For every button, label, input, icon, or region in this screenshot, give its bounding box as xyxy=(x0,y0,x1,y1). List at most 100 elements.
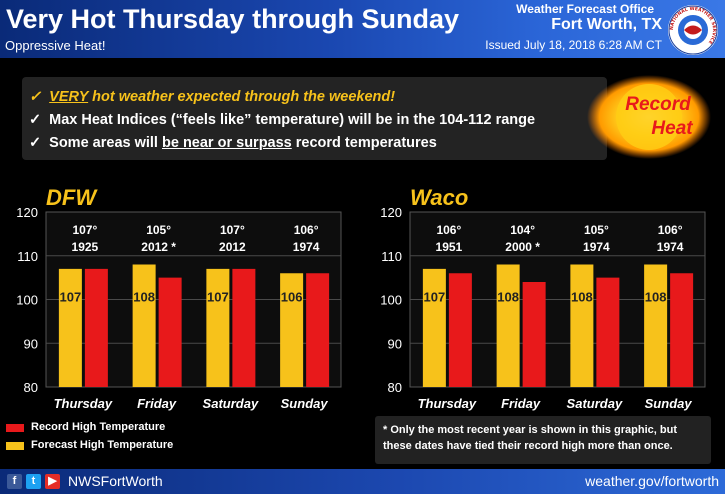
x-tick-label: Thursday xyxy=(54,396,113,411)
page-subtitle: Oppressive Heat! xyxy=(5,38,106,53)
facebook-icon[interactable]: f xyxy=(7,474,22,489)
header-banner: Very Hot Thursday through Sunday Oppress… xyxy=(0,0,725,58)
record-value-label: 105° xyxy=(146,223,171,237)
website-link[interactable]: weather.gov/fortworth xyxy=(585,473,719,489)
record-value-label: 107° xyxy=(220,223,245,237)
record-bar xyxy=(84,268,108,387)
record-bar xyxy=(232,268,256,387)
legend-swatch-forecast xyxy=(6,442,24,450)
legend-swatch-record xyxy=(6,424,24,432)
badge-line-2: Heat xyxy=(651,118,693,139)
record-year-label: 1974 xyxy=(583,240,610,254)
youtube-icon[interactable]: ▶ xyxy=(45,474,60,489)
forecast-bar xyxy=(58,268,82,387)
x-tick-label: Friday xyxy=(501,396,541,411)
key-messages-box: ✓ VERY hot weather expected through the w… xyxy=(22,77,607,160)
forecast-bar xyxy=(422,268,446,387)
office-city: Fort Worth, TX xyxy=(551,16,662,33)
forecast-value-label: 108 xyxy=(133,290,155,305)
forecast-value-label: 108 xyxy=(571,290,593,305)
forecast-bar xyxy=(570,264,594,387)
record-bar xyxy=(306,273,330,387)
y-tick-label: 100 xyxy=(16,293,38,308)
record-value-label: 104° xyxy=(510,223,535,237)
message-3-emphasis: be near or surpass xyxy=(162,135,292,151)
badge-line-1: Record xyxy=(625,94,691,115)
x-tick-label: Thursday xyxy=(418,396,477,411)
record-bar xyxy=(158,277,182,387)
record-value-label: 105° xyxy=(584,223,609,237)
forecast-bar xyxy=(644,264,668,387)
footer-banner: f t ▶ NWSFortWorth weather.gov/fortworth xyxy=(0,469,725,494)
forecast-bar xyxy=(206,268,230,387)
y-tick-label: 80 xyxy=(24,380,38,395)
message-3: ✓ Some areas will be near or surpass reco… xyxy=(29,135,437,151)
forecast-value-label: 107 xyxy=(424,290,446,305)
record-year-label: 2012 * xyxy=(141,240,176,254)
x-tick-label: Friday xyxy=(137,396,177,411)
dfw-chart-title: DFW xyxy=(46,185,97,210)
forecast-value-label: 107 xyxy=(207,290,229,305)
forecast-value-label: 108 xyxy=(645,290,667,305)
issued-timestamp: Issued July 18, 2018 6:28 AM CT xyxy=(485,38,662,52)
record-bar xyxy=(448,273,472,387)
y-tick-label: 120 xyxy=(380,205,402,220)
forecast-bar xyxy=(496,264,520,387)
message-3-post: record temperatures xyxy=(291,135,437,151)
forecast-value-label: 106 xyxy=(281,290,303,305)
message-1: ✓ VERY hot weather expected through the w… xyxy=(29,89,395,105)
check-icon: ✓ xyxy=(29,89,42,105)
record-value-label: 106° xyxy=(294,223,319,237)
x-tick-label: Sunday xyxy=(645,396,693,411)
record-value-label: 106° xyxy=(658,223,683,237)
record-heat-badge: Record Heat xyxy=(603,93,713,141)
dfw-chart: 80 90 100 110 120 107 107° 1925 Thursday 108 105° 2… xyxy=(6,185,346,416)
record-bar xyxy=(596,277,620,387)
page-title: Very Hot Thursday through Sunday xyxy=(6,4,460,34)
forecast-value-label: 107 xyxy=(60,290,82,305)
y-tick-label: 80 xyxy=(388,380,402,395)
sun-icon xyxy=(587,75,711,159)
y-tick-label: 90 xyxy=(388,336,402,351)
forecast-value-label: 108 xyxy=(497,290,519,305)
footnote: * Only the most recent year is shown in … xyxy=(375,416,711,464)
nws-logo-icon: NATIONAL WEATHER SERVICE xyxy=(668,5,718,55)
waco-chart-plot: 80 90 100 110 120 107 106° 1951 Thursday 108 104° 2… xyxy=(380,205,706,411)
forecast-bar xyxy=(280,273,304,387)
record-value-label: 107° xyxy=(72,223,97,237)
waco-chart: 80 90 100 110 120 107 106° 1951 Thursday 108 104° 2… xyxy=(370,185,710,416)
check-icon: ✓ xyxy=(29,135,42,151)
record-year-label: 1974 xyxy=(293,240,320,254)
y-tick-label: 120 xyxy=(16,205,38,220)
record-bar xyxy=(522,282,546,387)
social-handle[interactable]: NWSFortWorth xyxy=(68,473,163,489)
legend-label-forecast: Forecast High Temperature xyxy=(31,439,174,451)
check-icon: ✓ xyxy=(29,112,42,128)
record-bar xyxy=(670,273,694,387)
message-2-text: Max Heat Indices (“feels like” temperatu… xyxy=(49,112,536,128)
message-2: ✓ Max Heat Indices (“feels like” temperat… xyxy=(29,112,535,128)
office-name: Weather Forecast Office xyxy=(516,2,654,16)
record-year-label: 1925 xyxy=(72,240,99,254)
y-tick-label: 110 xyxy=(381,249,402,264)
twitter-icon[interactable]: t xyxy=(26,474,41,489)
x-tick-label: Sunday xyxy=(281,396,329,411)
x-tick-label: Saturday xyxy=(203,396,259,411)
dfw-chart-plot: 80 90 100 110 120 107 107° 1925 Thursday 108 105° 2… xyxy=(16,205,342,411)
y-tick-label: 90 xyxy=(24,336,38,351)
x-tick-label: Saturday xyxy=(567,396,623,411)
legend-label-record: Record High Temperature xyxy=(31,421,166,433)
record-year-label: 2000 * xyxy=(505,240,540,254)
record-value-label: 106° xyxy=(436,223,461,237)
record-year-label: 1974 xyxy=(657,240,684,254)
y-tick-label: 100 xyxy=(380,293,402,308)
message-1-emphasis: VERY xyxy=(49,89,89,105)
record-year-label: 1951 xyxy=(436,240,463,254)
message-1-text: hot weather expected through the weekend… xyxy=(88,89,396,105)
forecast-bar xyxy=(132,264,156,387)
y-tick-label: 110 xyxy=(17,249,38,264)
message-3-pre: Some areas will xyxy=(49,135,162,151)
record-year-label: 2012 xyxy=(219,240,246,254)
waco-chart-title: Waco xyxy=(410,185,469,210)
